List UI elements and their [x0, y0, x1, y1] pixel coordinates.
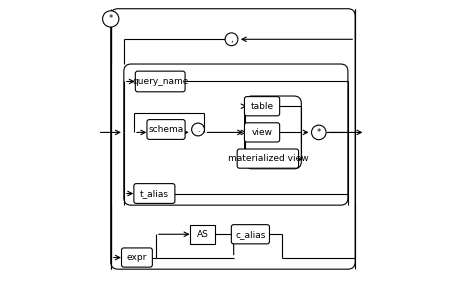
FancyBboxPatch shape: [190, 225, 215, 244]
FancyBboxPatch shape: [147, 120, 185, 139]
FancyBboxPatch shape: [134, 184, 175, 203]
Text: materialized view: materialized view: [227, 154, 308, 163]
Circle shape: [103, 11, 119, 27]
Text: *: *: [109, 15, 113, 23]
Circle shape: [225, 33, 238, 46]
FancyBboxPatch shape: [135, 71, 185, 92]
Text: ,: ,: [230, 35, 233, 44]
Text: c_alias: c_alias: [235, 230, 266, 239]
FancyBboxPatch shape: [232, 225, 269, 244]
Text: AS: AS: [196, 230, 208, 239]
Text: table: table: [250, 102, 274, 111]
Text: .: .: [197, 125, 200, 134]
FancyBboxPatch shape: [121, 248, 152, 267]
Circle shape: [312, 125, 326, 140]
Text: t_alias: t_alias: [140, 189, 169, 198]
Circle shape: [192, 123, 205, 136]
FancyBboxPatch shape: [237, 149, 299, 168]
FancyBboxPatch shape: [244, 97, 280, 116]
FancyBboxPatch shape: [244, 123, 280, 142]
Text: *: *: [317, 128, 321, 137]
Text: view: view: [251, 128, 273, 137]
Text: query_name: query_name: [132, 77, 188, 86]
Text: schema: schema: [149, 125, 184, 134]
Text: expr: expr: [127, 253, 147, 262]
